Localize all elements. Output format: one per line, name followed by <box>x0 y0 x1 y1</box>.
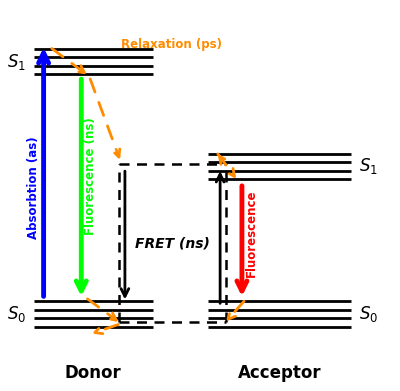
Text: Fluorescence (ns): Fluorescence (ns) <box>84 117 96 235</box>
Text: FRET (ns): FRET (ns) <box>135 236 210 250</box>
FancyArrowPatch shape <box>220 156 227 164</box>
Text: Donor: Donor <box>65 364 122 382</box>
FancyArrowPatch shape <box>88 299 116 320</box>
Text: $S_0$: $S_0$ <box>359 304 378 324</box>
FancyArrowPatch shape <box>90 79 120 157</box>
FancyArrowPatch shape <box>95 325 118 334</box>
Text: Acceptor: Acceptor <box>238 364 322 382</box>
Text: Fluorescence: Fluorescence <box>245 190 258 277</box>
Text: $S_1$: $S_1$ <box>359 156 378 176</box>
Text: Relaxation (ps): Relaxation (ps) <box>121 38 222 51</box>
FancyArrowPatch shape <box>52 48 84 73</box>
FancyArrowPatch shape <box>218 154 234 176</box>
Text: Absorbtion (as): Absorbtion (as) <box>27 136 40 239</box>
Text: $S_0$: $S_0$ <box>6 304 26 324</box>
Text: $S_1$: $S_1$ <box>7 52 26 72</box>
FancyArrowPatch shape <box>228 301 244 319</box>
